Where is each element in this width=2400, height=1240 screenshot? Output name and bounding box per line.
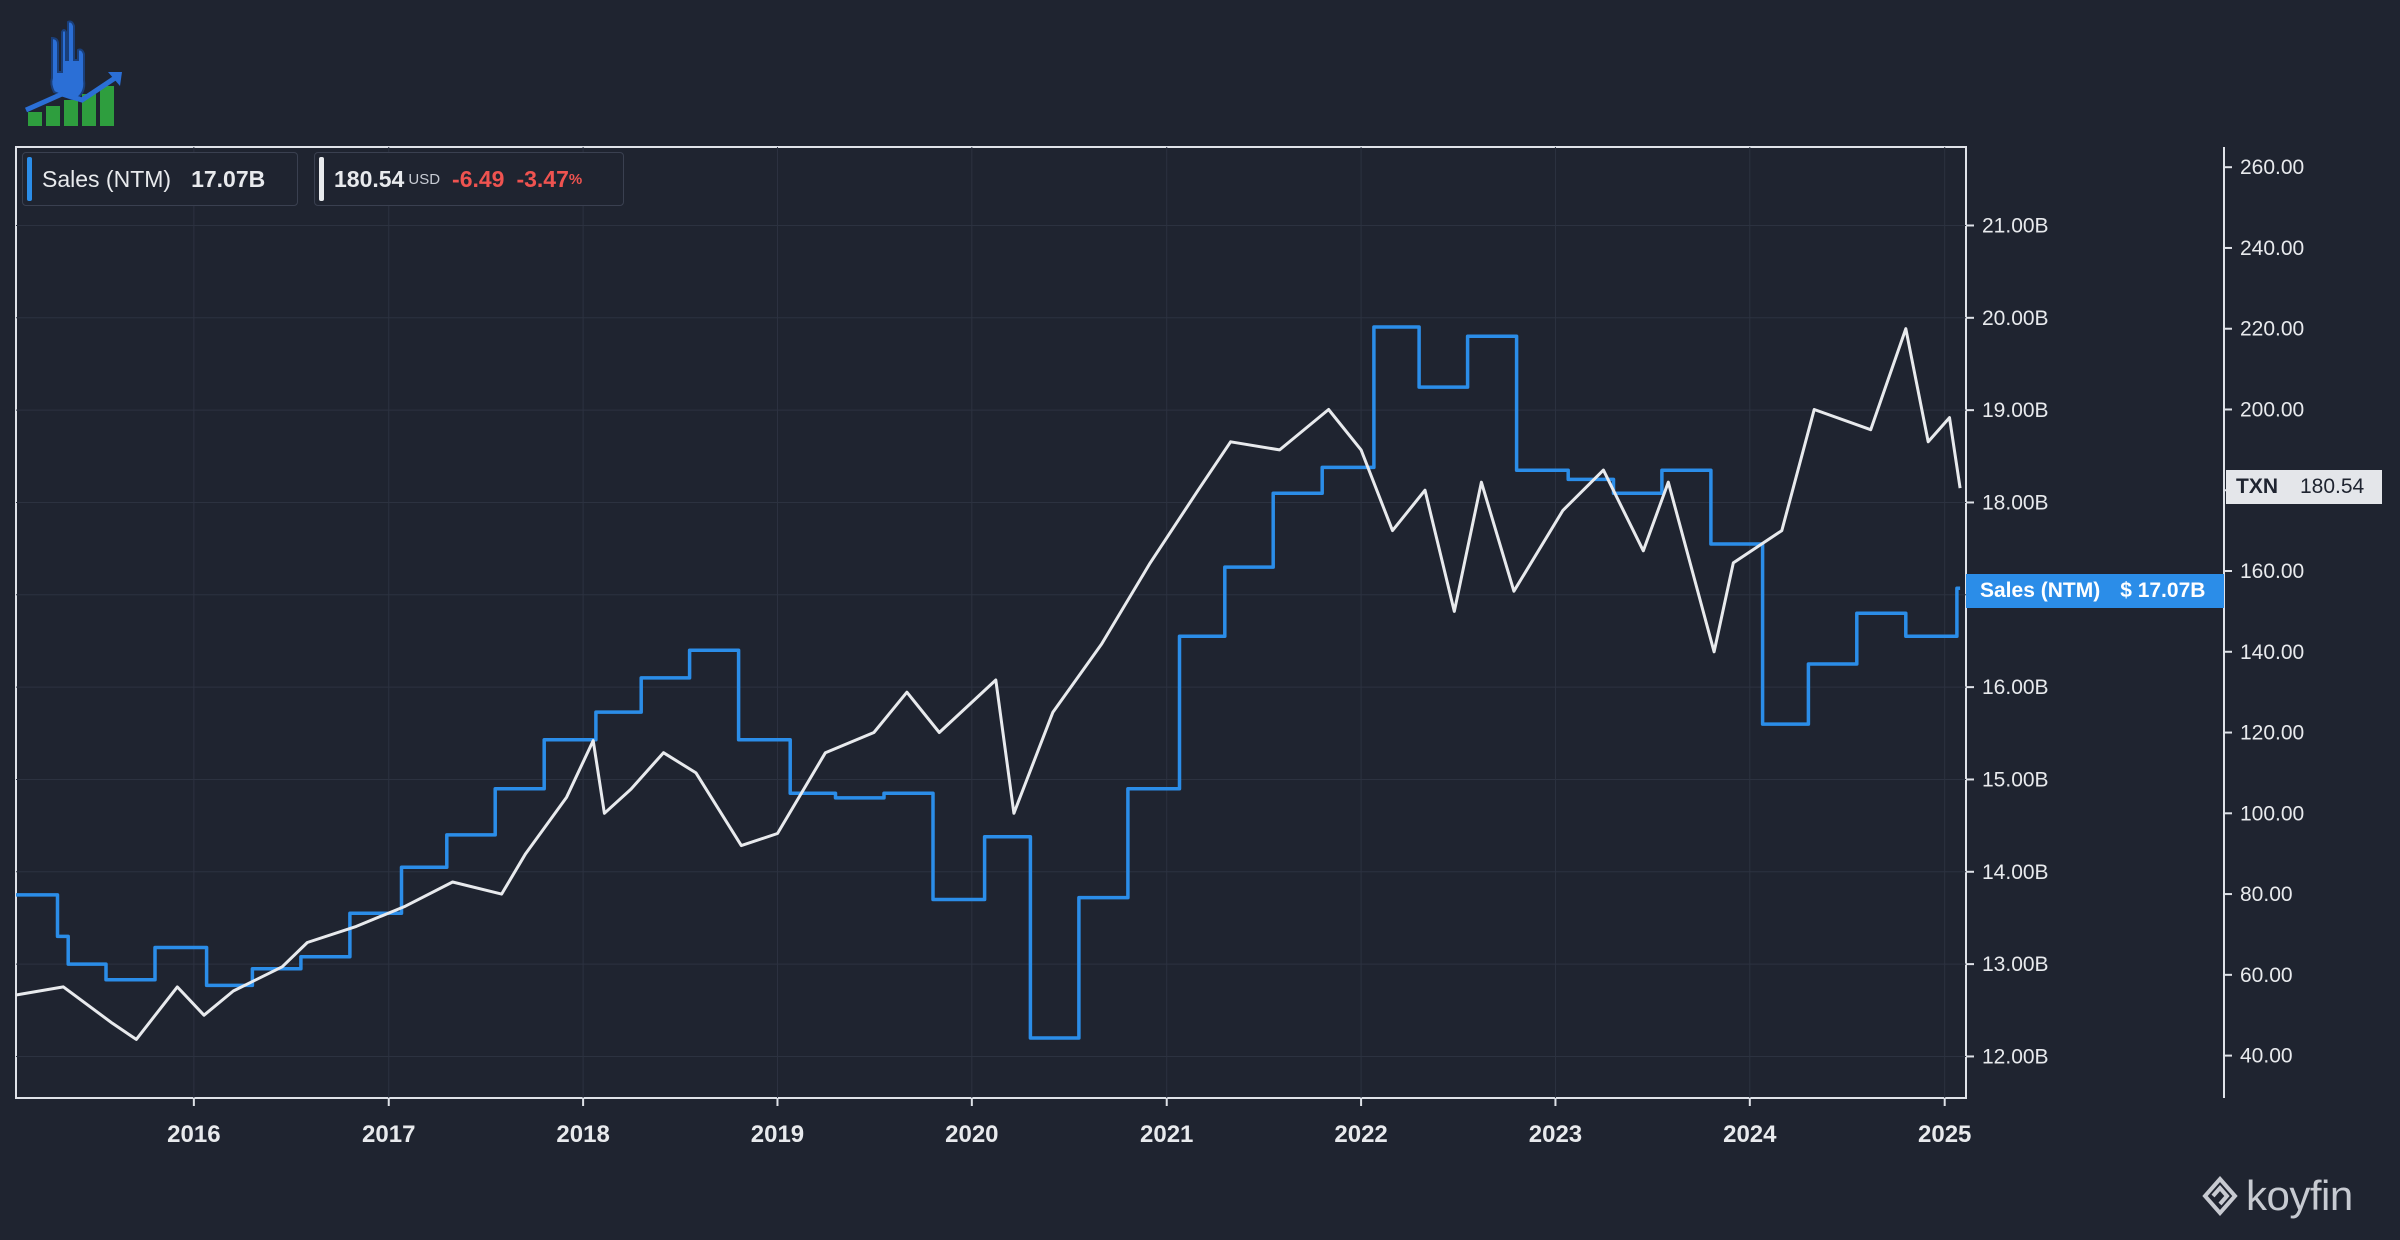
price-legend-swatch xyxy=(319,157,324,201)
txn-tag-price: 180.54 xyxy=(2300,475,2365,498)
koyfin-logo-icon[interactable]: koyfin xyxy=(2200,1172,2372,1220)
right-tick-label: 220.00 xyxy=(2240,318,2304,341)
price-legend-change-pct: -3.47 xyxy=(516,165,569,192)
sales-legend-label: Sales (NTM) xyxy=(42,165,172,192)
price-legend-value: 180.54 xyxy=(334,165,405,192)
left-axis-ticks: 12.00B13.00B14.00B15.00B16.00B17.00B18.0… xyxy=(1966,214,2049,1068)
sales-legend-swatch xyxy=(27,157,32,201)
sales-legend-value: 17.07B xyxy=(191,165,266,192)
sales-ntm-line xyxy=(16,325,1961,1040)
right-tick-label: 60.00 xyxy=(2240,964,2293,987)
sales-tag-label: Sales (NTM) xyxy=(1980,579,2101,602)
sales-ntm-series xyxy=(16,325,1961,1040)
gridlines xyxy=(16,147,1966,1098)
txn-tag-ticker: TXN xyxy=(2236,475,2278,498)
x-axis-ticks: 2016 2017 2018 2019 2020 2021 2022 2023 2024 2025 xyxy=(167,1098,1971,1148)
left-tick-label: 15.00B xyxy=(1982,768,2049,791)
plot-frame xyxy=(15,146,1967,1099)
left-tick-label: 21.00B xyxy=(1982,214,2049,237)
x-tick-label: 2019 xyxy=(751,1121,804,1148)
right-tick-label: 140.00 xyxy=(2240,641,2304,664)
price-legend-change: -6.49 xyxy=(452,165,505,192)
right-tick-label: 200.00 xyxy=(2240,398,2304,421)
sales-tag-value: $ 17.07B xyxy=(2120,579,2206,602)
koyfin-mark-icon xyxy=(2202,1176,2238,1216)
txn-price-series xyxy=(15,327,1962,1041)
right-tick-label: 260.00 xyxy=(2240,156,2304,179)
left-tick-label: 20.00B xyxy=(1982,307,2049,330)
left-tick-label: 13.00B xyxy=(1982,953,2049,976)
left-tick-label: 16.00B xyxy=(1982,676,2049,699)
right-tick-label: 40.00 xyxy=(2240,1045,2293,1068)
x-tick-label: 2025 xyxy=(1918,1121,1971,1148)
left-tick-label: 18.00B xyxy=(1982,491,2049,514)
x-tick-label: 2021 xyxy=(1140,1121,1193,1148)
left-tick-label: 12.00B xyxy=(1982,1045,2049,1068)
x-tick-label: 2017 xyxy=(362,1121,415,1148)
right-tick-label: 100.00 xyxy=(2240,802,2304,825)
x-tick-label: 2018 xyxy=(556,1121,609,1148)
x-tick-label: 2024 xyxy=(1723,1121,1777,1148)
left-tick-label: 19.00B xyxy=(1982,399,2049,422)
x-tick-label: 2022 xyxy=(1334,1121,1387,1148)
price-legend-currency: USD xyxy=(408,170,441,188)
x-tick-label: 2023 xyxy=(1529,1121,1582,1148)
right-tick-label: 160.00 xyxy=(2240,560,2304,583)
price-legend-pct-symbol: % xyxy=(568,170,583,188)
right-tick-label: 240.00 xyxy=(2240,237,2304,260)
right-tick-label: 120.00 xyxy=(2240,722,2304,745)
txn-price-tag: TXN 180.54 xyxy=(2226,470,2382,504)
right-axis-ticks: 40.0060.0080.00100.00120.00140.00160.001… xyxy=(2224,156,2304,1068)
sales-legend[interactable]: Sales (NTM) 17.07B xyxy=(22,152,298,206)
right-tick-label: 80.00 xyxy=(2240,883,2293,906)
x-tick-label: 2016 xyxy=(167,1121,220,1148)
rock-hand-growth-chart-icon xyxy=(22,14,132,130)
koyfin-wordmark: koyfin xyxy=(2246,1172,2353,1219)
txn-price-line xyxy=(15,327,1962,1041)
sales-value-tag: Sales (NTM) $ 17.07B xyxy=(1966,574,2224,608)
price-legend[interactable]: 180.54 USD -6.49 -3.47 % xyxy=(314,152,624,206)
x-tick-label: 2020 xyxy=(945,1121,998,1148)
left-tick-label: 14.00B xyxy=(1982,861,2049,884)
